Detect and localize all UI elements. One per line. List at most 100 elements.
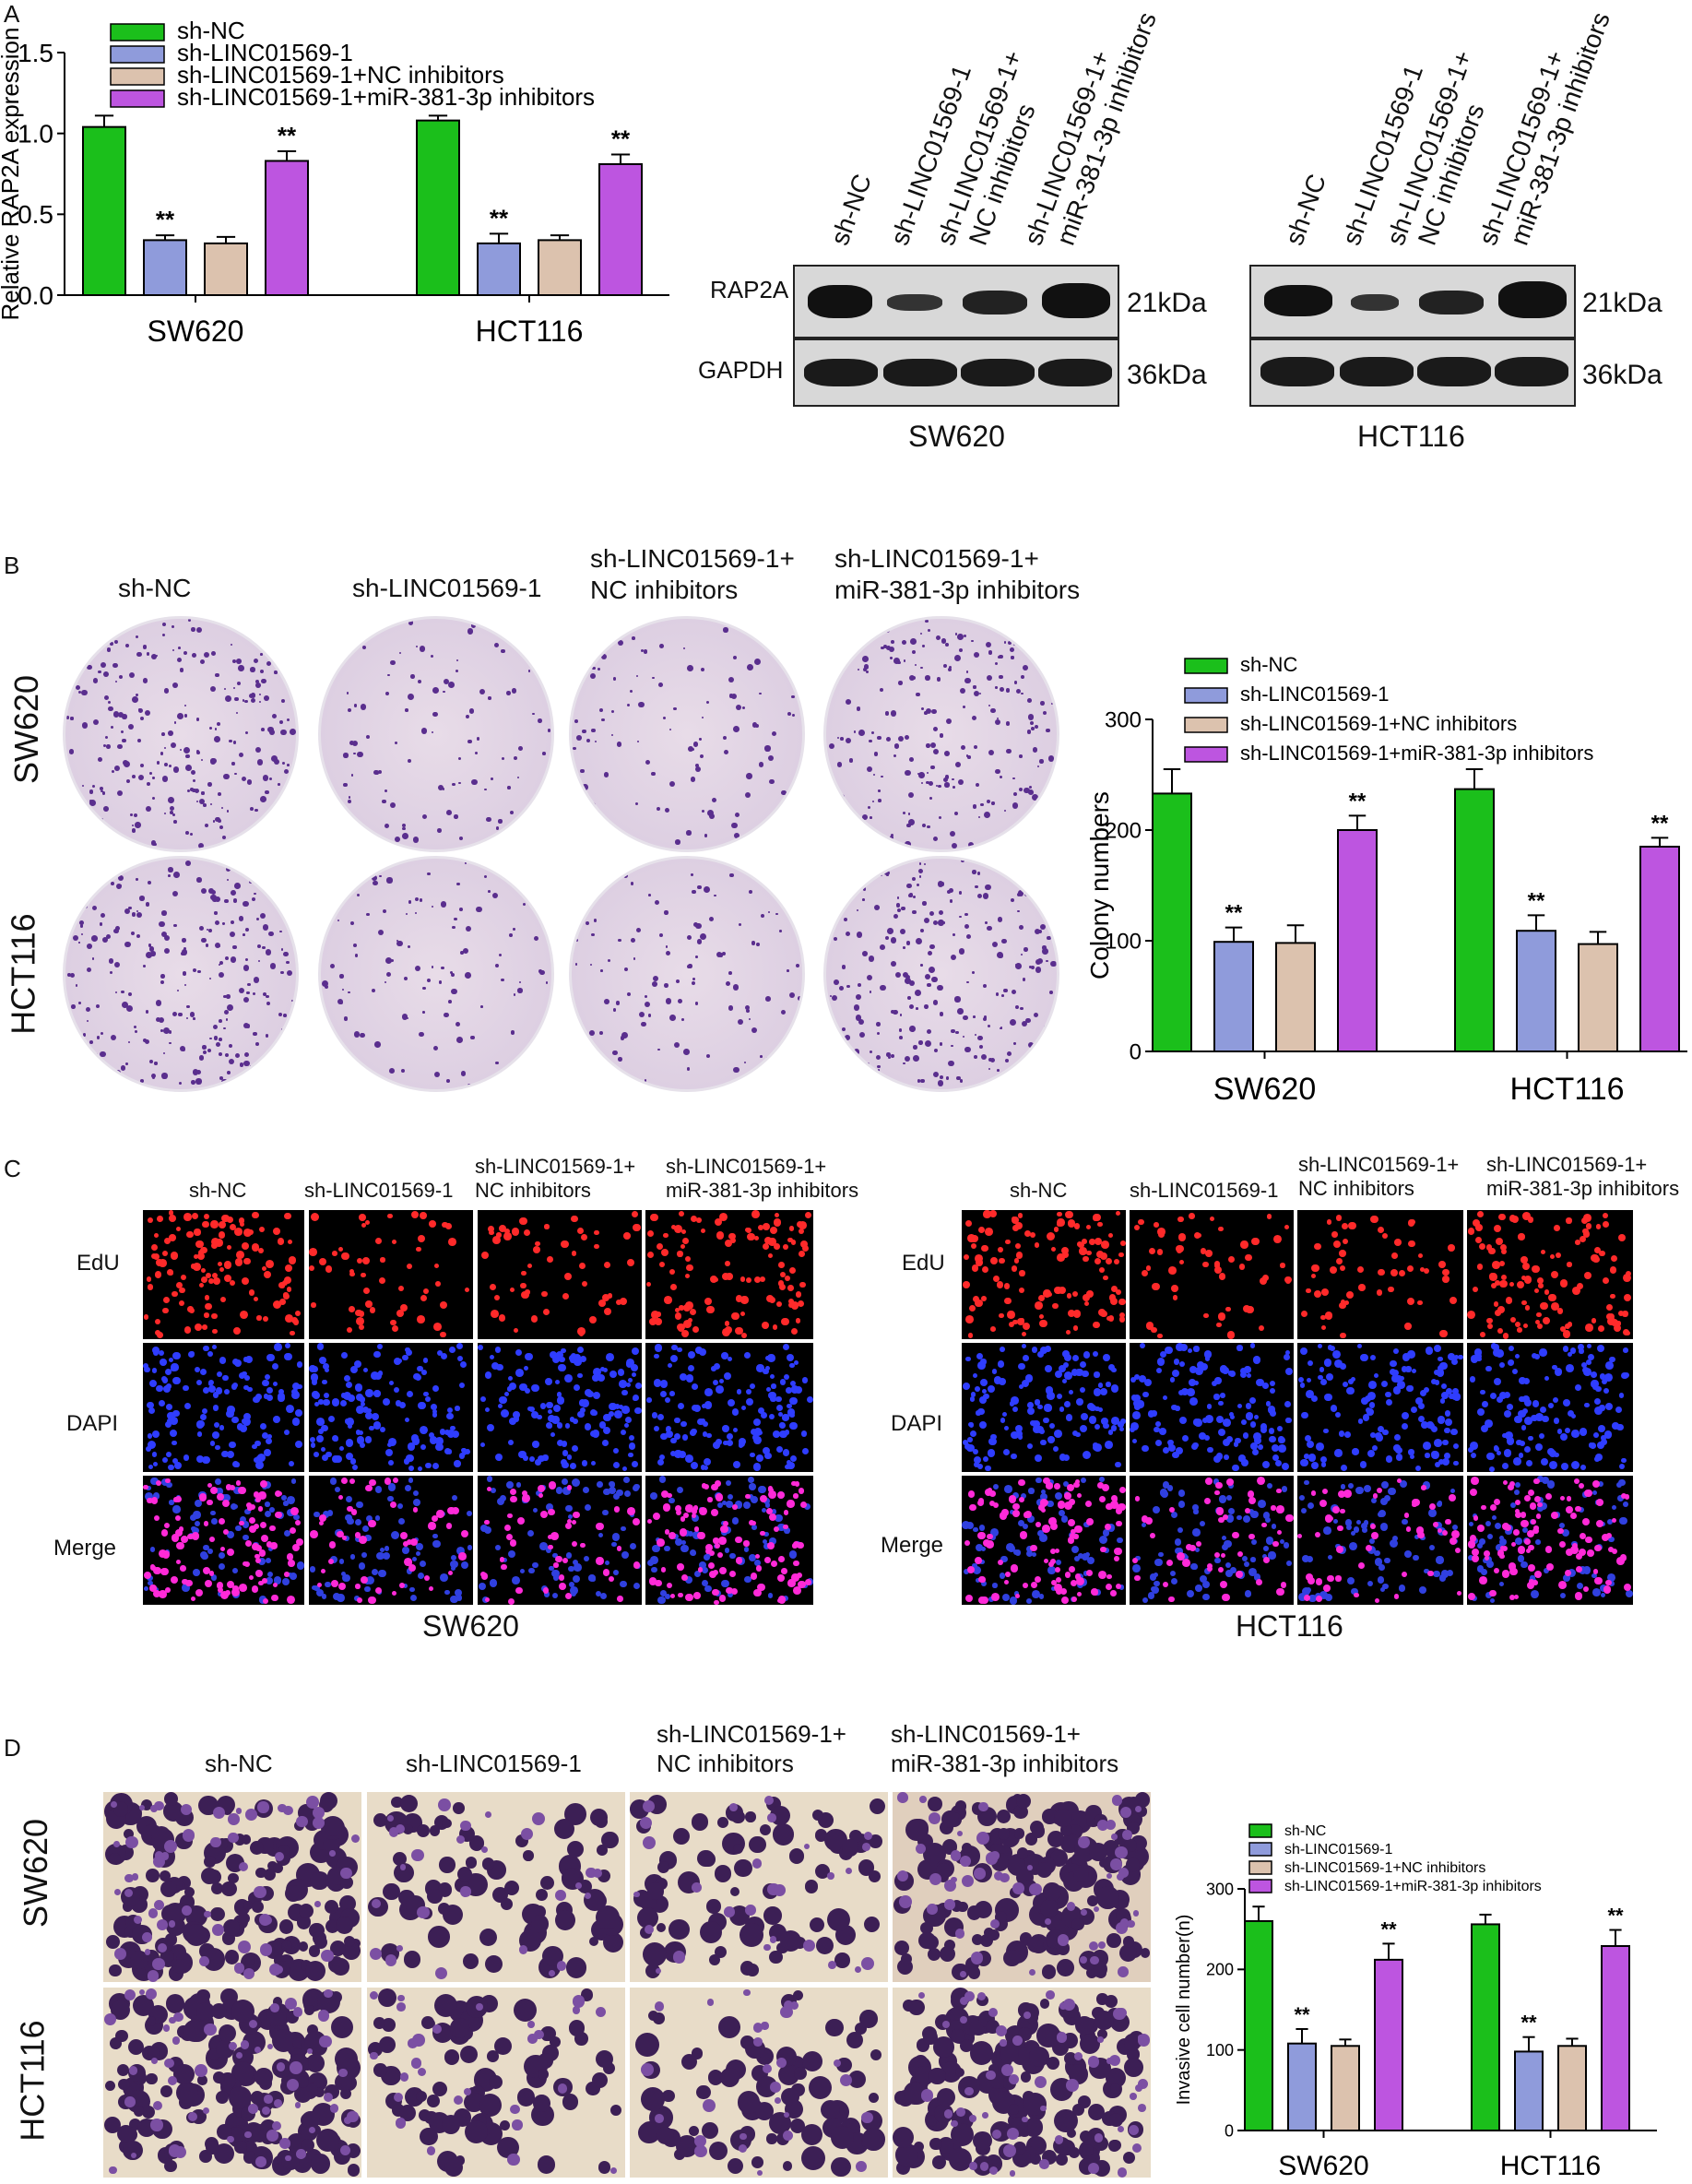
cell-dot xyxy=(691,980,696,986)
cell-dot xyxy=(646,1230,654,1238)
cell-dot xyxy=(1089,1404,1096,1412)
cell-dot xyxy=(396,1309,404,1317)
cell-dot xyxy=(204,1856,217,1869)
cell-dot xyxy=(1022,1523,1029,1530)
cell-dot xyxy=(423,1392,429,1397)
cell-dot xyxy=(770,1561,777,1567)
cell-dot xyxy=(220,1591,230,1600)
cell-dot xyxy=(789,1454,798,1463)
cell-dot xyxy=(122,714,127,719)
cell-dot xyxy=(782,1449,790,1456)
cell-dot xyxy=(114,1948,126,1960)
cell-dot xyxy=(317,1428,325,1434)
cell-dot xyxy=(335,908,338,912)
cell-dot xyxy=(361,1525,370,1532)
cell-dot xyxy=(564,1374,573,1383)
c-hct116-edu-label: EdU xyxy=(902,1251,945,1276)
cell-dot xyxy=(1064,1371,1072,1380)
cell-dot xyxy=(1509,1594,1515,1601)
cell-dot xyxy=(1201,1580,1210,1588)
cell-dot xyxy=(657,1049,660,1051)
cell-dot xyxy=(746,773,752,779)
cell-dot xyxy=(196,1380,203,1386)
cell-dot xyxy=(1009,1596,1018,1605)
cell-dot xyxy=(364,833,371,838)
cell-dot xyxy=(1192,1527,1201,1537)
cell-dot xyxy=(1167,1442,1174,1448)
cell-dot xyxy=(1008,640,1012,645)
cell-dot xyxy=(1192,1504,1199,1511)
cell-dot xyxy=(884,936,889,941)
cell-dot xyxy=(250,698,255,704)
wb-sw620-cell-line: SW620 xyxy=(908,420,1005,453)
cell-dot xyxy=(1368,1537,1375,1544)
cell-dot xyxy=(990,707,996,714)
cell-dot xyxy=(1334,1411,1342,1418)
cell-dot xyxy=(702,1431,708,1437)
cell-dot xyxy=(362,1287,371,1294)
cell-dot xyxy=(361,1401,366,1407)
cell-dot xyxy=(227,879,230,882)
cell-dot xyxy=(1284,1277,1291,1284)
cell-dot xyxy=(185,1016,189,1020)
cell-dot xyxy=(1229,1566,1236,1573)
cell-dot xyxy=(652,676,655,680)
cell-dot xyxy=(1534,1320,1540,1325)
cell-dot xyxy=(402,1584,408,1589)
cell-dot xyxy=(254,1553,260,1559)
band xyxy=(963,291,1027,315)
cell-dot xyxy=(243,933,245,936)
cell-dot xyxy=(680,1545,689,1553)
cell-dot xyxy=(1393,1433,1401,1441)
cell-dot xyxy=(721,1579,729,1588)
cell-dot xyxy=(103,743,107,748)
cell-dot xyxy=(205,1580,213,1588)
cell-dot xyxy=(987,1534,993,1540)
edu-sw620-mir-inh xyxy=(645,1210,813,1339)
cell-dot xyxy=(452,1430,460,1438)
cell-dot xyxy=(518,745,524,751)
cell-dot xyxy=(1252,1431,1261,1441)
cell-dot xyxy=(1493,1445,1499,1451)
cell-dot xyxy=(215,1445,220,1451)
cell-dot xyxy=(877,1031,881,1035)
cell-dot xyxy=(66,798,71,802)
cell-dot xyxy=(855,816,859,821)
cell-dot xyxy=(233,1486,242,1495)
cell-dot xyxy=(1174,1547,1181,1554)
cell-dot xyxy=(968,1304,976,1312)
cell-dot xyxy=(1280,1263,1285,1268)
cell-dot xyxy=(784,792,789,798)
cell-dot xyxy=(933,727,939,732)
cell-dot xyxy=(245,1955,255,1966)
cell-dot xyxy=(310,1530,318,1539)
cell-dot xyxy=(929,796,932,800)
cell-dot xyxy=(166,1451,172,1457)
cell-dot xyxy=(1012,1491,1020,1499)
cell-dot xyxy=(601,653,608,659)
cell-dot xyxy=(144,1039,149,1045)
cell-dot xyxy=(919,633,922,635)
cell-dot xyxy=(176,1541,185,1550)
cell-dot xyxy=(1054,1370,1063,1379)
cell-dot xyxy=(1537,1502,1543,1507)
cell-dot xyxy=(1437,1500,1443,1506)
cell-dot xyxy=(1586,1223,1592,1229)
cell-dot xyxy=(1552,1396,1558,1403)
cell-dot xyxy=(760,1530,766,1537)
cell-dot xyxy=(1100,1547,1106,1553)
cell-dot xyxy=(912,876,917,881)
cell-dot xyxy=(532,1245,540,1253)
cell-dot xyxy=(277,1392,286,1401)
cell-dot xyxy=(750,1453,755,1458)
cell-dot xyxy=(70,623,76,630)
cell-dot xyxy=(1470,1355,1479,1364)
cell-dot xyxy=(978,692,982,695)
cell-dot xyxy=(830,994,833,998)
cell-dot xyxy=(266,1059,268,1062)
cell-dot xyxy=(1156,1368,1163,1374)
cell-dot xyxy=(1556,1429,1563,1434)
cell-dot xyxy=(564,1522,573,1529)
dapi-hct116-nc-inh xyxy=(1297,1343,1463,1472)
cell-dot xyxy=(1539,1406,1547,1414)
